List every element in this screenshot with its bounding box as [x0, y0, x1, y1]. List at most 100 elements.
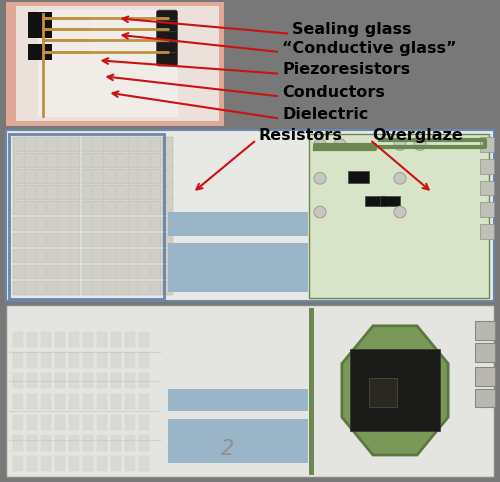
- Bar: [162, 249, 172, 263]
- Bar: [68, 332, 78, 347]
- Text: Sealing glass: Sealing glass: [292, 22, 412, 38]
- Bar: [139, 281, 149, 295]
- Bar: [104, 281, 115, 295]
- Bar: [24, 265, 34, 279]
- Bar: [93, 201, 104, 215]
- Bar: [116, 281, 126, 295]
- Bar: [162, 233, 172, 247]
- Bar: [68, 352, 78, 368]
- Bar: [82, 394, 92, 409]
- Bar: [36, 233, 46, 247]
- Bar: [36, 185, 46, 200]
- Bar: [82, 185, 92, 200]
- Bar: [475, 367, 495, 386]
- Bar: [54, 394, 64, 409]
- Bar: [47, 265, 58, 279]
- Bar: [128, 169, 138, 184]
- Bar: [82, 153, 92, 168]
- Bar: [12, 373, 22, 388]
- Bar: [116, 249, 126, 263]
- Bar: [82, 137, 92, 152]
- Bar: [24, 169, 34, 184]
- Bar: [309, 134, 489, 298]
- Bar: [96, 373, 106, 388]
- Bar: [6, 305, 494, 477]
- Bar: [162, 153, 172, 168]
- Bar: [162, 265, 172, 279]
- Bar: [12, 233, 23, 247]
- Bar: [68, 435, 78, 451]
- Bar: [24, 281, 34, 295]
- Bar: [58, 217, 69, 231]
- Bar: [70, 185, 80, 200]
- Bar: [40, 373, 50, 388]
- Bar: [36, 217, 46, 231]
- Circle shape: [394, 206, 406, 218]
- Bar: [380, 196, 400, 206]
- Circle shape: [334, 139, 346, 150]
- Text: Conductors: Conductors: [282, 85, 386, 100]
- Bar: [54, 352, 64, 368]
- Text: Piezoresistors: Piezoresistors: [282, 62, 410, 78]
- Bar: [124, 435, 134, 451]
- Bar: [93, 249, 104, 263]
- Bar: [162, 169, 172, 184]
- Bar: [104, 233, 115, 247]
- Bar: [93, 153, 104, 168]
- Bar: [475, 389, 495, 407]
- Bar: [93, 185, 104, 200]
- FancyBboxPatch shape: [156, 31, 178, 45]
- Bar: [58, 281, 69, 295]
- Bar: [12, 265, 23, 279]
- Bar: [138, 352, 148, 368]
- Bar: [26, 394, 36, 409]
- Bar: [162, 281, 172, 295]
- Bar: [93, 217, 104, 231]
- Bar: [47, 249, 58, 263]
- Bar: [82, 352, 92, 368]
- Bar: [40, 394, 50, 409]
- Bar: [82, 415, 92, 430]
- Bar: [150, 153, 161, 168]
- Bar: [47, 281, 58, 295]
- Bar: [128, 265, 138, 279]
- Bar: [116, 153, 126, 168]
- Bar: [54, 373, 64, 388]
- Bar: [162, 217, 172, 231]
- Bar: [128, 185, 138, 200]
- Bar: [82, 456, 92, 471]
- Bar: [58, 137, 69, 152]
- Bar: [24, 137, 34, 152]
- Bar: [26, 352, 36, 368]
- Bar: [110, 415, 120, 430]
- Bar: [12, 352, 22, 368]
- Bar: [68, 373, 78, 388]
- Bar: [168, 212, 308, 236]
- Bar: [82, 373, 92, 388]
- Bar: [110, 332, 120, 347]
- Bar: [68, 456, 78, 471]
- Bar: [128, 137, 138, 152]
- Bar: [480, 181, 494, 195]
- Bar: [47, 201, 58, 215]
- Bar: [138, 394, 148, 409]
- Bar: [82, 281, 92, 295]
- Bar: [36, 281, 46, 295]
- Bar: [96, 332, 106, 347]
- Bar: [96, 456, 106, 471]
- Bar: [350, 349, 440, 431]
- Bar: [47, 185, 58, 200]
- Bar: [369, 378, 396, 407]
- Circle shape: [314, 139, 326, 150]
- Bar: [168, 419, 308, 463]
- Bar: [104, 249, 115, 263]
- Bar: [47, 233, 58, 247]
- Bar: [475, 321, 495, 340]
- Bar: [26, 415, 36, 430]
- Bar: [68, 415, 78, 430]
- Bar: [24, 233, 34, 247]
- Bar: [104, 153, 115, 168]
- Bar: [139, 249, 149, 263]
- Bar: [26, 373, 36, 388]
- Bar: [104, 137, 115, 152]
